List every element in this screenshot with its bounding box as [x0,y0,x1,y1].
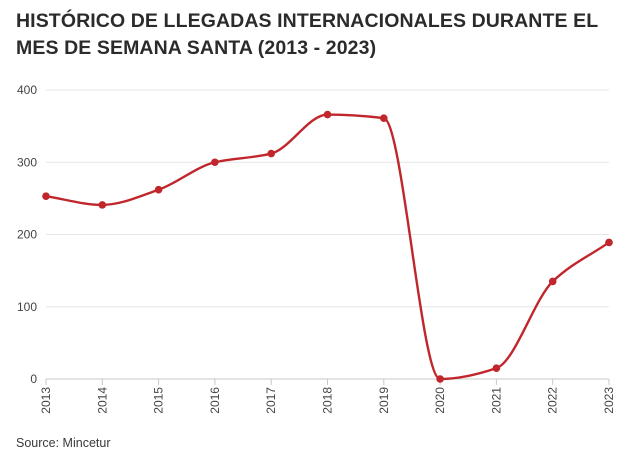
x-tick-label: 2014 [95,387,109,414]
x-axis: 2013 2014 2015 2016 2017 2018 2019 2020 2021 2022… [39,379,616,414]
data-point-2020[interactable] [436,375,444,383]
series-line [44,113,611,381]
data-point-2013[interactable] [42,192,50,201]
data-point-2022[interactable] [548,277,557,286]
chart-title: HISTÓRICO DE LLEGADAS INTERNACIONALES DU… [16,10,598,59]
data-point-2014[interactable] [98,201,107,209]
y-tick-label: 100 [17,300,37,314]
y-tick-label: 300 [17,155,37,169]
x-tick-label: 2017 [264,387,278,414]
y-tick-label: 400 [17,83,37,97]
x-tick-label: 2020 [433,387,447,414]
x-tick-label: 2018 [321,387,335,414]
y-axis: 0 100 200 300 400 [17,83,37,386]
data-point-2015[interactable] [154,185,163,194]
data-point-2018[interactable] [323,110,332,119]
y-tick-label: 200 [17,228,37,242]
source-note: Source: Mincetur [16,436,111,450]
grid-lines [46,89,609,380]
x-tick-label: 2013 [39,387,53,414]
data-point-2019[interactable] [380,114,388,122]
x-tick-label: 2016 [208,387,222,414]
series-layer [42,110,613,383]
x-tick-label: 2015 [152,387,166,414]
x-tick-label: 2023 [602,387,616,414]
data-point-2021[interactable] [492,364,501,372]
x-tick-label: 2021 [489,387,503,414]
x-tick-label: 2022 [546,387,560,414]
y-tick-label: 0 [30,372,37,386]
x-tick-label: 2019 [377,387,391,414]
data-point-2016[interactable] [211,158,219,167]
data-point-2017[interactable] [267,149,276,158]
data-point-2023[interactable] [605,238,613,247]
